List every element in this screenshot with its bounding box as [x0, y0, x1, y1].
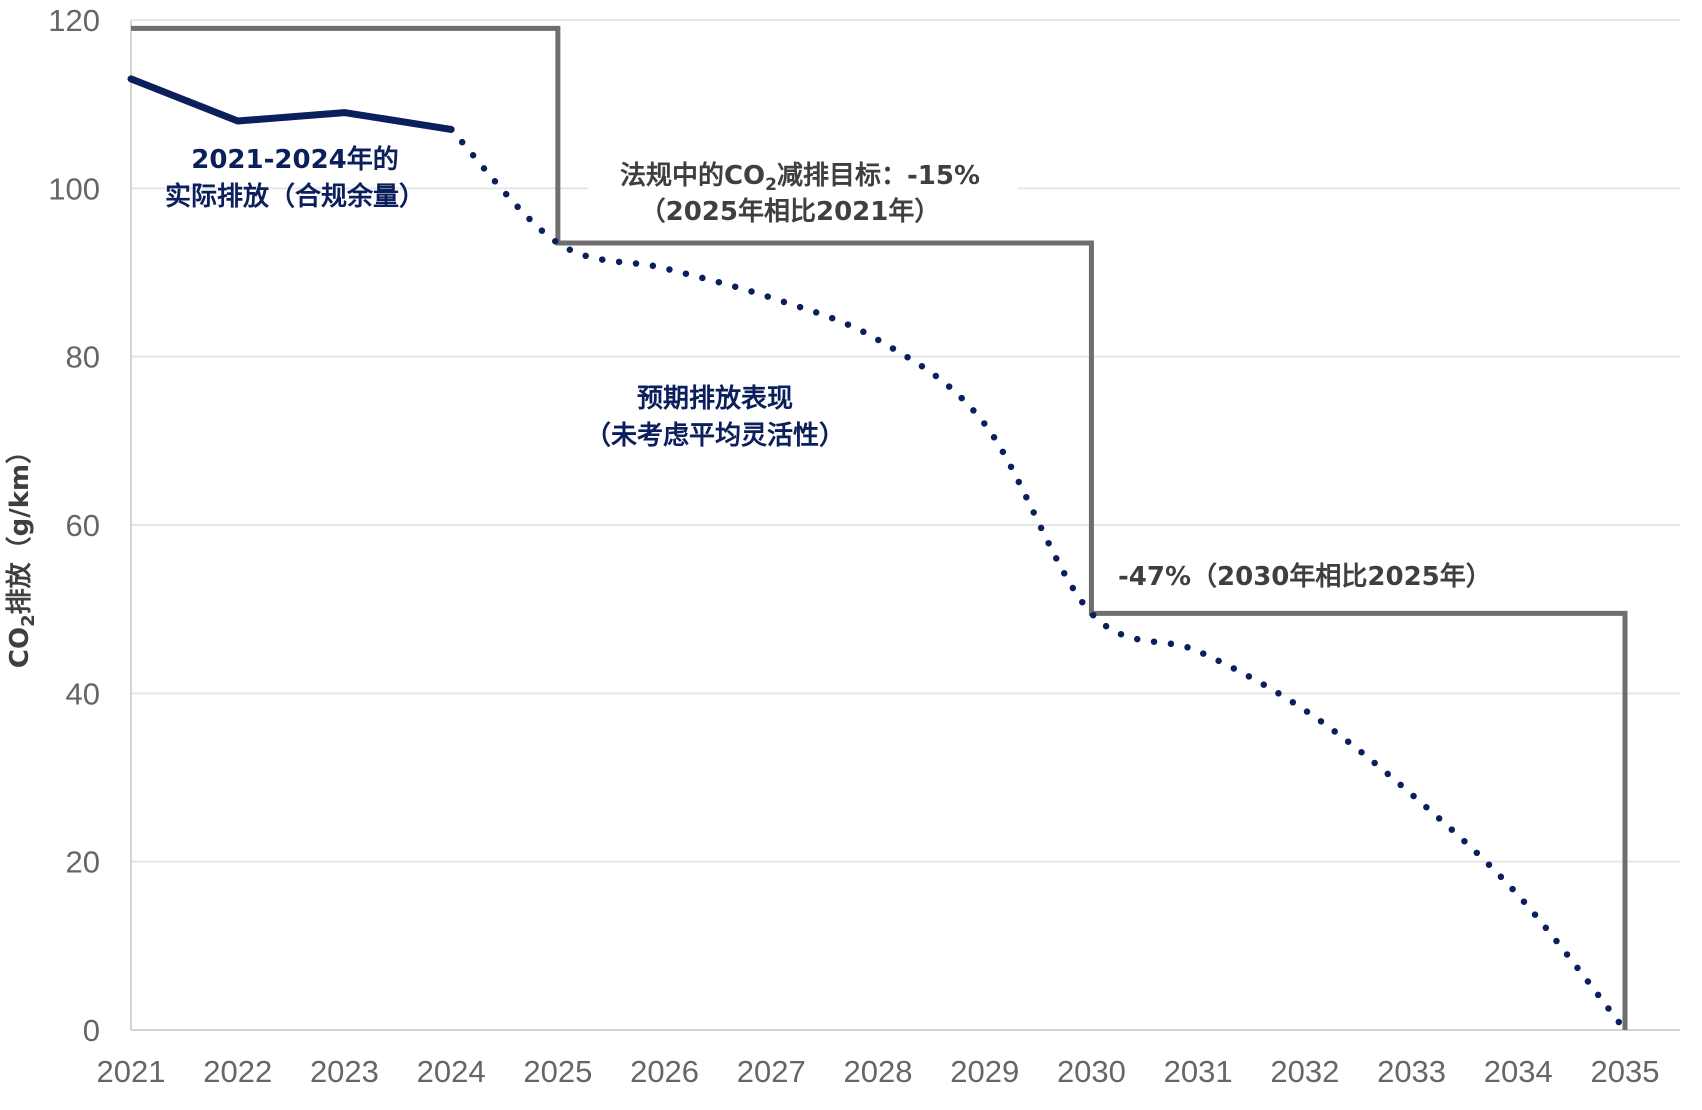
x-tick-label-2032: 2032	[1270, 1054, 1339, 1089]
annotation-target-2030-backdrop	[1115, 552, 1510, 598]
y-tick-label-0: 0	[83, 1013, 100, 1048]
actual-emissions-line	[127, 75, 455, 133]
y-tick-label-100: 100	[48, 171, 100, 206]
annotation-target-2025-line-1: 法规中的CO2减排目标：-15%	[620, 160, 980, 195]
x-tick-label-2027: 2027	[737, 1054, 806, 1089]
annotation-target-2025-line-2: （2025年相比2021年）	[640, 196, 941, 227]
x-tick-label-2034: 2034	[1484, 1054, 1553, 1089]
x-tick-label-2022: 2022	[203, 1054, 272, 1089]
series-target	[131, 25, 1628, 1030]
x-tick-label-2026: 2026	[630, 1054, 699, 1089]
x-tick-label-2035: 2035	[1591, 1054, 1660, 1089]
annotation-actual-line-2: 实际排放（合规余量）	[165, 181, 425, 212]
x-tick-label-2023: 2023	[310, 1054, 379, 1089]
x-tick-label-2031: 2031	[1164, 1054, 1233, 1089]
x-tick-label-2028: 2028	[844, 1054, 913, 1089]
annotation-actual: 2021-2024年的 实际排放（合规余量）	[165, 144, 425, 212]
y-tick-label-80: 80	[66, 340, 100, 375]
annotation-actual-line-1: 2021-2024年的	[191, 144, 399, 175]
series-actual	[127, 75, 455, 133]
annotation-target-2025-backdrop	[588, 150, 1018, 232]
annotation-target-2030-line-1: -47%（2030年相比2025年）	[1118, 561, 1492, 592]
x-tick-label-2021: 2021	[97, 1054, 166, 1089]
x-tick-label-2029: 2029	[950, 1054, 1019, 1089]
axes	[130, 20, 1680, 1031]
annotation-target-2025: 法规中的CO2减排目标：-15% （2025年相比2021年）	[588, 150, 1018, 232]
annotation-expected-line-2: （未考虑平均灵活性）	[585, 421, 845, 451]
y-tick-label-60: 60	[66, 508, 100, 543]
y-tick-labels: 0 20 40 60 80 100 120	[48, 3, 100, 1048]
y-tick-label-120: 120	[48, 3, 100, 38]
x-tick-label-2025: 2025	[523, 1054, 592, 1089]
y-axis-label: CO2排放（g/km）	[4, 438, 39, 668]
x-tick-label-2024: 2024	[417, 1054, 486, 1089]
expected-emissions-line	[447, 126, 1629, 1034]
annotation-expected: 预期排放表现 （未考虑平均灵活性）	[585, 383, 845, 451]
y-tick-label-40: 40	[66, 676, 100, 711]
y-tick-label-20: 20	[66, 845, 100, 880]
annotation-target-2030: -47%（2030年相比2025年）	[1115, 552, 1510, 598]
x-tick-label-2030: 2030	[1057, 1054, 1126, 1089]
series-lines	[127, 25, 1629, 1034]
series-expected	[447, 126, 1629, 1034]
target-step-line	[131, 25, 1628, 1030]
x-tick-label-2033: 2033	[1377, 1054, 1446, 1089]
x-tick-labels: 2021 2022 2023 2024 2025 2026 2027 2028 2029 2030…	[97, 1054, 1660, 1089]
annotation-expected-line-1: 预期排放表现	[637, 383, 793, 414]
